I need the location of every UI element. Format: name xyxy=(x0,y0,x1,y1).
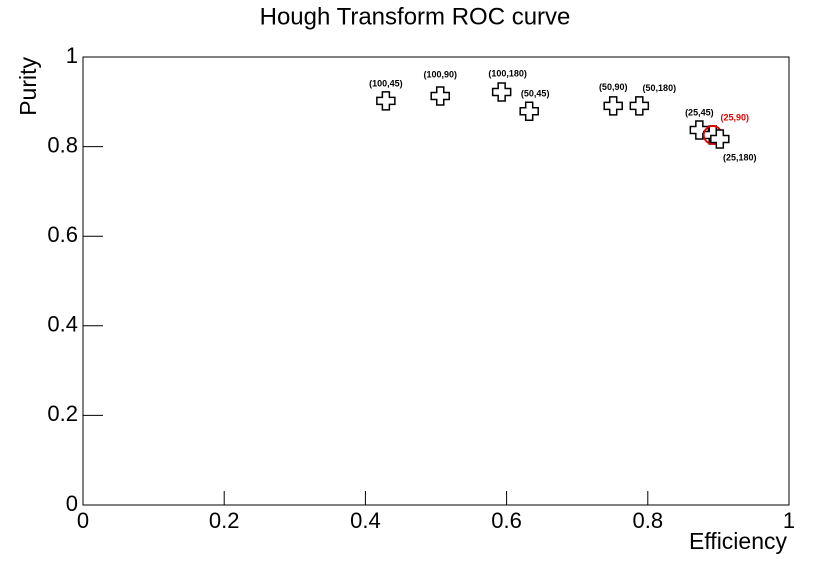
x-tick-label: 0.8 xyxy=(633,508,664,533)
x-axis-title: Efficiency xyxy=(689,528,788,554)
point-label: (25,45) xyxy=(685,107,714,117)
point-label: (50,90) xyxy=(599,82,628,92)
point xyxy=(689,120,710,140)
point xyxy=(519,101,539,121)
point xyxy=(629,96,650,116)
x-tick-label: 0.6 xyxy=(491,508,522,533)
y-tick-label: 0.6 xyxy=(47,222,78,247)
y-tick-label: 0.2 xyxy=(47,401,78,426)
y-axis-title: Purity xyxy=(15,57,41,116)
y-tick-label: 0.4 xyxy=(47,312,78,337)
point xyxy=(603,96,623,116)
y-tick-label: 0 xyxy=(66,491,78,516)
point-label: (100,90) xyxy=(423,69,457,79)
point xyxy=(376,91,396,111)
y-tick-label: 0.8 xyxy=(47,132,78,157)
y-tick-label: 1 xyxy=(66,43,78,68)
point-label: (25,90) xyxy=(720,112,749,122)
plot-frame xyxy=(82,56,790,506)
x-tick-label: 0.2 xyxy=(209,508,240,533)
point-label: (25,180) xyxy=(723,152,757,162)
point-label: (50,45) xyxy=(521,89,550,99)
point xyxy=(491,82,512,102)
point xyxy=(710,129,730,149)
point-label: (50,180) xyxy=(643,83,677,93)
x-tick-label: 1 xyxy=(783,508,795,533)
x-tick-label: 0.4 xyxy=(350,508,381,533)
point-label: (100,45) xyxy=(369,78,403,88)
point xyxy=(430,86,450,106)
point-label: (100,180) xyxy=(488,68,527,78)
x-tick-label: 0 xyxy=(77,508,89,533)
chart-title: Hough Transform ROC curve xyxy=(260,3,571,30)
